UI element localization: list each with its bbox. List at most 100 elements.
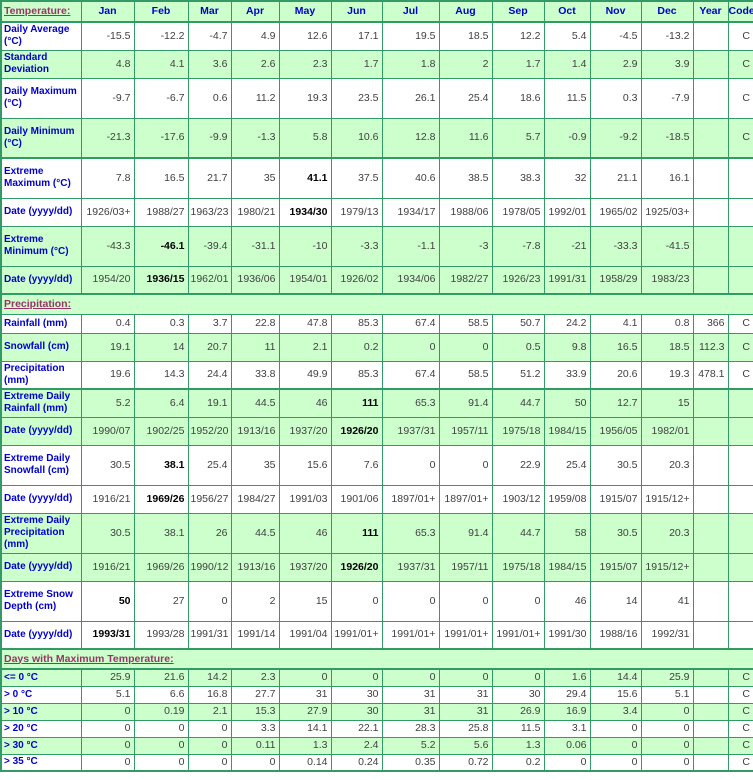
value-cell: 1903/12 [491, 484, 545, 514]
row-label-daily-average-c: Daily Average (°C) [0, 21, 82, 51]
value-cell: 1954/01 [278, 265, 332, 295]
year-cell [692, 265, 729, 295]
value-cell: 1913/16 [230, 416, 280, 446]
value-cell: 5.2 [80, 388, 135, 418]
value-cell: 50.7 [491, 313, 545, 334]
table-row: Date (yyyy/dd) 1916/21 1969/26 1990/12 1913/… [0, 552, 753, 582]
year-cell [692, 736, 729, 755]
value-cell: 0 [381, 332, 440, 362]
table-row: Precipitation (mm) 19.6 14.3 24.4 33.8 49.9 85… [0, 360, 753, 390]
row-label-extreme-daily-rainfall-mm: Extreme Daily Rainfall (mm) [0, 388, 82, 418]
year-cell [692, 21, 729, 51]
value-cell: 0 [133, 736, 189, 755]
value-cell: 3.3 [230, 719, 280, 738]
value-cell: 1982/01 [640, 416, 694, 446]
section-link-days-with-maximum-temperature[interactable]: Days with Maximum Temperature: [4, 652, 174, 665]
value-cell: 6.6 [133, 685, 189, 704]
value-cell: 22.8 [230, 313, 280, 334]
value-cell: 1954/20 [80, 265, 135, 295]
year-cell [692, 77, 729, 119]
code-cell: C [727, 702, 753, 721]
value-cell: 15 [640, 388, 694, 418]
code-cell [727, 620, 753, 650]
value-cell: 44.7 [491, 388, 545, 418]
code-cell: C [727, 736, 753, 755]
value-cell: 31 [381, 702, 440, 721]
year-cell [692, 49, 729, 79]
value-cell: 5.6 [438, 736, 493, 755]
value-cell: 30 [330, 702, 383, 721]
value-cell: 11.6 [438, 117, 493, 159]
value-cell: 111 [330, 512, 383, 554]
column-header-code: Code [727, 0, 753, 23]
value-cell: 20.7 [187, 332, 232, 362]
value-cell: -15.5 [80, 21, 135, 51]
value-cell: 0 [80, 736, 135, 755]
value-cell: -33.3 [589, 225, 642, 267]
value-cell: 67.4 [381, 313, 440, 334]
value-cell: 7.6 [330, 444, 383, 486]
value-cell: 46 [278, 512, 332, 554]
value-cell: 4.1 [133, 49, 189, 79]
value-cell: 1992/31 [640, 620, 694, 650]
value-cell: 11.5 [543, 77, 591, 119]
value-cell: 1984/15 [543, 552, 591, 582]
value-cell: 35 [230, 157, 280, 199]
value-cell: 3.7 [187, 313, 232, 334]
value-cell: 2.6 [230, 49, 280, 79]
value-cell: 0 [80, 753, 135, 772]
value-cell: 14.2 [187, 668, 232, 687]
code-cell [727, 444, 753, 486]
table-row: Extreme Daily Snowfall (cm) 30.5 38.1 25.4 3… [0, 444, 753, 486]
column-header-jun: Jun [330, 0, 383, 23]
value-cell: 0 [187, 736, 232, 755]
year-cell [692, 512, 729, 554]
year-cell [692, 197, 729, 227]
value-cell: -18.5 [640, 117, 694, 159]
column-header-jan: Jan [80, 0, 135, 23]
value-cell: 11.5 [491, 719, 545, 738]
value-cell: 1937/31 [381, 416, 440, 446]
value-cell: 1.3 [278, 736, 332, 755]
value-cell: 1978/05 [491, 197, 545, 227]
value-cell: 91.4 [438, 388, 493, 418]
value-cell: 32 [543, 157, 591, 199]
value-cell: 26 [187, 512, 232, 554]
value-cell: 0 [80, 719, 135, 738]
value-cell: 19.6 [80, 360, 135, 390]
year-cell [692, 702, 729, 721]
value-cell: -0.9 [543, 117, 591, 159]
value-cell: 0 [589, 719, 642, 738]
value-cell: 1958/29 [589, 265, 642, 295]
value-cell: 1915/07 [589, 484, 642, 514]
value-cell: 0.11 [230, 736, 280, 755]
value-cell: 0 [133, 753, 189, 772]
value-cell: 2.3 [278, 49, 332, 79]
value-cell: 1952/20 [187, 416, 232, 446]
table-row: Date (yyyy/dd) 1993/31 1993/28 1991/31 1991/… [0, 620, 753, 650]
value-cell: 21.6 [133, 668, 189, 687]
section-link-temperature[interactable]: Temperature: [4, 5, 71, 17]
value-cell: 12.2 [491, 21, 545, 51]
value-cell: 1915/12+ [640, 484, 694, 514]
code-cell: C [727, 685, 753, 704]
value-cell: 0 [438, 580, 493, 622]
section-cell: Precipitation: [0, 293, 753, 315]
code-cell [727, 484, 753, 514]
value-cell: 0 [278, 668, 332, 687]
value-cell: -1.1 [381, 225, 440, 267]
value-cell: -6.7 [133, 77, 189, 119]
value-cell: 7.8 [80, 157, 135, 199]
value-cell: 25.9 [80, 668, 135, 687]
value-cell: 4.9 [230, 21, 280, 51]
value-cell: 38.3 [491, 157, 545, 199]
value-cell: -3 [438, 225, 493, 267]
section-link-precipitation[interactable]: Precipitation: [4, 297, 72, 310]
value-cell: 1915/07 [589, 552, 642, 582]
value-cell: 0 [330, 580, 383, 622]
table-row: Date (yyyy/dd) 1954/20 1936/15 1962/01 1936/… [0, 265, 753, 295]
row-label-date-yyyy-dd: Date (yyyy/dd) [0, 197, 82, 227]
code-cell [727, 265, 753, 295]
value-cell: 12.8 [381, 117, 440, 159]
value-cell: 0 [543, 753, 591, 772]
